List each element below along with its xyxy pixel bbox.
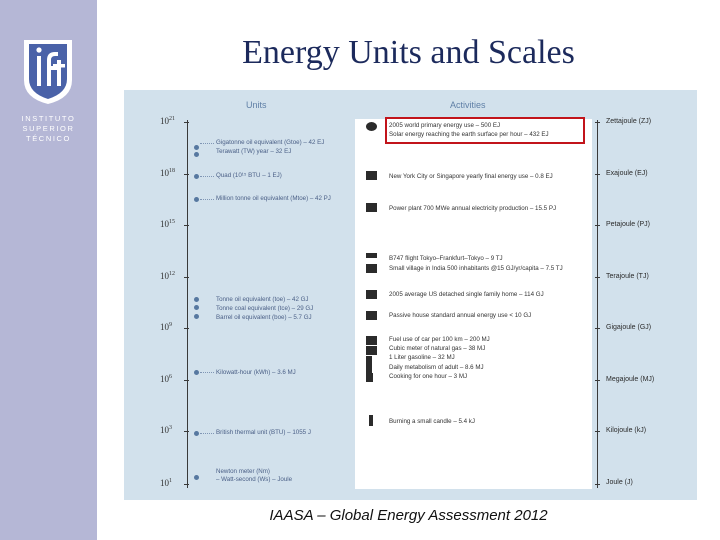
axis-tick xyxy=(595,380,600,381)
power-plant-icon xyxy=(366,203,377,212)
fuel-icon xyxy=(366,356,372,365)
highlight-box xyxy=(385,117,585,144)
activity-label: Fuel use of car per 100 km – 200 MJ xyxy=(389,336,490,343)
activities-header: Activities xyxy=(450,100,486,110)
car-icon xyxy=(366,336,377,345)
institution-line: INSTITUTO xyxy=(21,114,76,123)
unit-marker xyxy=(194,314,199,319)
prefix-label: Exajoule (EJ) xyxy=(606,170,648,177)
passive-house-icon xyxy=(366,311,377,320)
stove-icon xyxy=(366,373,373,382)
sidebar: INSTITUTO SUPERIOR TÉCNICO xyxy=(0,0,97,540)
person-icon xyxy=(366,364,372,373)
axis-tick xyxy=(184,225,189,226)
unit-label: Newton meter (Nm) xyxy=(216,468,270,475)
unit-label: Terawatt (TW) year – 32 EJ xyxy=(216,148,292,155)
prefix-label: Terajoule (TJ) xyxy=(606,273,649,280)
unit-label: Million tonne oil equivalent (Mtoe) – 42… xyxy=(216,195,331,202)
activity-label: Burning a small candle – 5.4 kJ xyxy=(389,418,475,425)
axis-tick xyxy=(595,225,600,226)
axis-tick xyxy=(184,328,189,329)
globe-icon xyxy=(366,122,377,131)
unit-marker xyxy=(194,174,199,179)
unit-label: Tonne oil equivalent (toe) – 42 GJ xyxy=(216,296,309,303)
unit-label: British thermal unit (BTU) – 1055 J xyxy=(216,429,311,436)
candle-icon xyxy=(369,415,373,426)
unit-label: Tonne coal equivalent (tce) – 29 GJ xyxy=(216,305,314,312)
ist-shield-logo-icon xyxy=(24,40,72,104)
activity-label: Power plant 700 MWe annual electricity p… xyxy=(389,205,557,212)
unit-leader xyxy=(200,176,214,177)
power-label: 101 xyxy=(160,478,172,488)
power-label: 1018 xyxy=(160,168,175,178)
activities-panel xyxy=(355,119,592,489)
axis-tick xyxy=(595,328,600,329)
prefix-label: Kilojoule (kJ) xyxy=(606,427,647,434)
power-label: 103 xyxy=(160,425,172,435)
unit-leader xyxy=(200,433,214,434)
activity-label: Cubic meter of natural gas – 38 MJ xyxy=(389,345,486,352)
unit-marker xyxy=(194,305,199,310)
right-axis xyxy=(597,120,598,488)
axis-tick xyxy=(595,174,600,175)
power-label: 1015 xyxy=(160,219,175,229)
institution-line: TÉCNICO xyxy=(26,134,71,143)
axis-tick xyxy=(184,174,189,175)
unit-label: – Watt-second (Ws) – Joule xyxy=(216,476,293,483)
unit-label: Gigatonne oil equivalent (Gtoe) – 42 EJ xyxy=(216,139,325,146)
axis-tick xyxy=(184,122,189,123)
unit-marker xyxy=(194,145,199,150)
house-icon xyxy=(366,290,377,299)
power-label: 106 xyxy=(160,374,172,384)
gas-icon xyxy=(366,346,377,355)
unit-marker xyxy=(194,197,199,202)
unit-label: Quad (10¹⁵ BTU – 1 EJ) xyxy=(216,172,282,179)
axis-tick xyxy=(184,484,189,485)
unit-marker xyxy=(194,152,199,157)
power-label: 1012 xyxy=(160,271,175,281)
prefix-label: Petajoule (PJ) xyxy=(606,221,650,228)
unit-label: Barrel oil equivalent (boe) – 5.7 GJ xyxy=(216,314,312,321)
activity-label: 2005 world primary energy use – 500 EJ xyxy=(389,122,501,129)
prefix-label: Zettajoule (ZJ) xyxy=(606,118,652,125)
axis-tick xyxy=(595,277,600,278)
prefix-label: Gigajoule (GJ) xyxy=(606,324,652,331)
power-label: 109 xyxy=(160,322,172,332)
activity-label: Passive house standard annual energy use… xyxy=(389,312,532,319)
institution-line: SUPERIOR xyxy=(22,124,75,133)
airplane-icon xyxy=(366,253,377,258)
prefix-label: Megajoule (MJ) xyxy=(606,376,655,383)
power-label: 1021 xyxy=(160,116,175,126)
left-axis xyxy=(187,120,188,488)
activity-label: Solar energy reaching the earth surface … xyxy=(389,131,549,138)
slide-title: Energy Units and Scales xyxy=(242,34,575,71)
activity-label: Daily metabolism of adult – 8.6 MJ xyxy=(389,364,484,371)
activity-label: 2005 average US detached single family h… xyxy=(389,291,544,298)
axis-tick xyxy=(595,431,600,432)
activity-label: New York City or Singapore yearly final … xyxy=(389,173,553,180)
axis-tick xyxy=(184,277,189,278)
city-icon xyxy=(366,171,377,180)
units-header: Units xyxy=(246,100,267,110)
prefix-label: Joule (J) xyxy=(606,479,633,486)
unit-marker xyxy=(194,431,199,436)
axis-tick xyxy=(184,431,189,432)
activity-label: B747 flight Tokyo–Frankfurt–Tokyo – 9 TJ xyxy=(389,255,503,262)
unit-marker xyxy=(194,370,199,375)
source-caption: IAASA – Global Energy Assessment 2012 xyxy=(269,507,548,524)
unit-marker xyxy=(194,297,199,302)
unit-leader xyxy=(200,372,214,373)
village-icon xyxy=(366,264,377,273)
activity-label: 1 Liter gasoline – 32 MJ xyxy=(389,354,455,361)
axis-tick xyxy=(595,122,600,123)
activity-label: Cooking for one hour – 3 MJ xyxy=(389,373,468,380)
unit-label: Kilowatt-hour (kWh) – 3.6 MJ xyxy=(216,369,296,376)
axis-tick xyxy=(595,484,600,485)
axis-tick xyxy=(184,380,189,381)
activity-label: Small village in India 500 inhabitants @… xyxy=(389,265,563,272)
unit-leader xyxy=(200,199,214,200)
unit-marker xyxy=(194,475,199,480)
unit-leader xyxy=(200,143,214,144)
